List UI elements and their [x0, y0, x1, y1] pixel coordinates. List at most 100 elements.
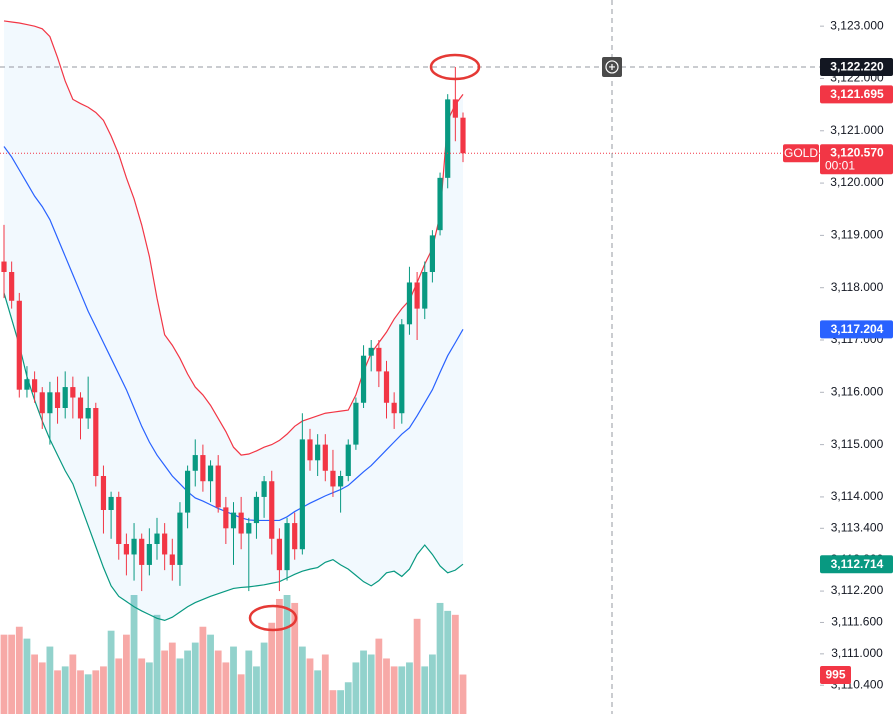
candle-body — [223, 507, 229, 529]
candle-body — [185, 470, 191, 513]
volume-bar — [15, 626, 23, 714]
candle-body — [9, 272, 15, 301]
volume-bar — [360, 650, 367, 714]
candle-body — [338, 476, 344, 487]
candle-body — [269, 481, 275, 539]
volume-bar — [92, 670, 100, 714]
band-line — [3, 20, 464, 456]
candle-body — [47, 392, 53, 414]
crosshair-badge: 3,122.220 — [830, 60, 884, 74]
candle-body — [154, 533, 160, 544]
candle-body — [32, 379, 38, 393]
volume-bar — [237, 674, 245, 714]
add-button-ring — [605, 60, 619, 74]
candle-body — [437, 177, 443, 231]
volume-bar — [184, 650, 191, 714]
candle-body — [200, 455, 206, 482]
price-axis: 3,123.0003,122.0003,121.0003,120.0003,11… — [820, 0, 893, 714]
add-button[interactable] — [602, 56, 622, 77]
candle-body — [77, 397, 84, 419]
volume-bar — [77, 670, 84, 714]
volume-bar — [337, 690, 344, 714]
volume-bar — [123, 634, 130, 714]
candle-body — [24, 379, 30, 390]
y-tick-label: 3,111.600 — [831, 615, 883, 629]
volume-bar — [245, 650, 253, 714]
volume-bar — [145, 662, 153, 714]
last-price-badge-bg — [820, 144, 893, 175]
candle-body — [108, 496, 114, 510]
volume-bar — [429, 654, 436, 714]
volume-bar — [138, 658, 146, 714]
candle-body — [169, 554, 175, 565]
volume-bar — [69, 654, 77, 714]
candle-body — [1, 261, 7, 272]
candle-body — [139, 538, 145, 565]
volume-bar — [31, 654, 38, 714]
last-price-label: 3,120.570 — [830, 145, 884, 159]
volume-bar — [352, 662, 360, 714]
volume-bar — [191, 642, 199, 714]
volume-bar — [23, 638, 31, 714]
candle-body — [315, 444, 321, 461]
band-badge: 3,117.204 — [831, 322, 884, 336]
candle-body — [307, 439, 313, 461]
candle-body — [383, 371, 390, 403]
volume-bar — [176, 658, 184, 714]
candle-body — [445, 99, 451, 178]
candle-body — [230, 512, 237, 529]
candle-body — [93, 408, 99, 476]
symbol-badge-bg — [783, 144, 819, 163]
plot-area — [0, 20, 820, 714]
candle-body — [399, 324, 405, 414]
band-badge: 3,112.714 — [831, 557, 884, 571]
candle-body — [345, 444, 351, 476]
volume-bar — [413, 618, 421, 714]
candle-body — [368, 347, 374, 356]
volume-bar — [421, 666, 429, 714]
volume-bar — [100, 666, 107, 714]
volume-bar — [130, 595, 138, 714]
candle-body — [422, 272, 428, 309]
volume-bar — [115, 658, 123, 714]
candle-body — [429, 235, 435, 272]
volume-bar — [329, 690, 337, 714]
y-tick-label: 3,114.000 — [831, 489, 884, 503]
volume-bar — [291, 602, 299, 714]
candle-body — [146, 544, 152, 565]
volume-bar — [161, 650, 169, 714]
volume-bar — [314, 670, 322, 714]
candle-body — [460, 117, 466, 154]
candle-body — [131, 538, 137, 555]
candle-body — [322, 444, 328, 471]
highlight-ellipse — [429, 53, 481, 81]
volume-bar — [276, 598, 283, 714]
candle-body — [16, 300, 22, 390]
volume-badge-bg — [820, 666, 851, 684]
volume-bar — [199, 626, 207, 714]
candle-body — [123, 544, 129, 555]
volume-bar — [390, 666, 398, 714]
candle-body — [238, 512, 244, 534]
volume-bar — [61, 666, 69, 714]
volume-bar — [298, 646, 306, 714]
candle-body — [406, 282, 413, 325]
candle-body — [192, 455, 198, 471]
candle-body — [299, 439, 305, 550]
y-tick-label: 3,112.200 — [831, 583, 884, 597]
volume-bar — [367, 654, 375, 714]
candle-body — [116, 496, 122, 544]
candle-body — [70, 387, 76, 398]
volume-bar — [46, 646, 54, 714]
symbol-label: GOLD — [784, 146, 818, 160]
candle-body — [246, 523, 252, 534]
candle-body — [414, 282, 420, 309]
candle-body — [54, 392, 61, 408]
volume-bar — [436, 602, 444, 714]
candle-body — [360, 355, 367, 403]
volume-bar — [406, 662, 413, 714]
y-tick-label: 3,113.400 — [831, 520, 884, 534]
volume-bar — [268, 622, 276, 714]
volume-bar — [0, 634, 8, 714]
y-tick-label: 3,115.000 — [831, 437, 884, 451]
